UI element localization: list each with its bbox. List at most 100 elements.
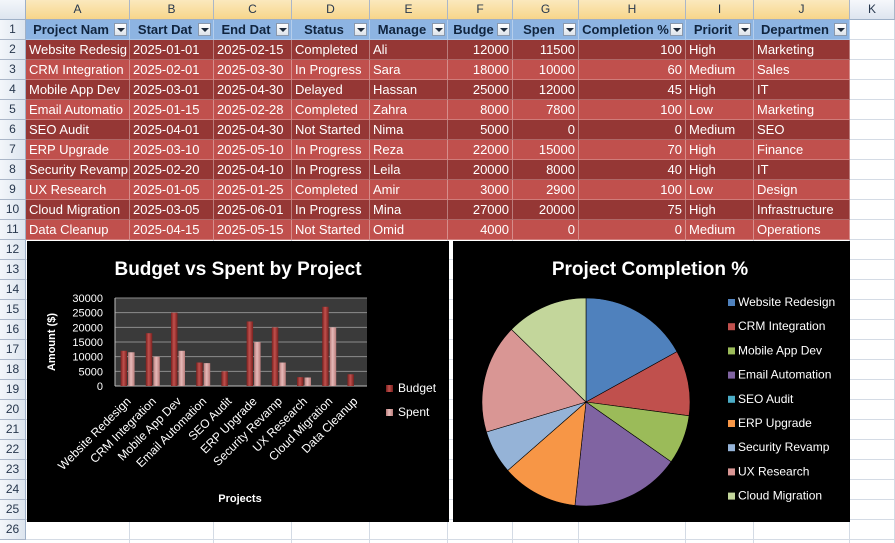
- table-cell[interactable]: 40: [579, 160, 686, 180]
- table-cell[interactable]: Completed: [292, 100, 370, 120]
- column-header-k[interactable]: K: [850, 0, 895, 20]
- table-cell[interactable]: Not Started: [292, 120, 370, 140]
- row-header-18[interactable]: 18: [0, 360, 26, 380]
- table-cell[interactable]: 2025-02-15: [214, 40, 292, 60]
- table-cell[interactable]: Infrastructure: [754, 200, 850, 220]
- table-cell[interactable]: Design: [754, 180, 850, 200]
- row-header-23[interactable]: 23: [0, 460, 26, 480]
- table-cell[interactable]: 0: [513, 220, 579, 240]
- table-cell[interactable]: In Progress: [292, 160, 370, 180]
- table-cell[interactable]: 2025-01-05: [130, 180, 214, 200]
- table-cell[interactable]: 20000: [513, 200, 579, 220]
- table-cell[interactable]: 60: [579, 60, 686, 80]
- table-cell[interactable]: 2025-04-10: [214, 160, 292, 180]
- row-header-6[interactable]: 6: [0, 120, 26, 140]
- table-cell[interactable]: 12000: [513, 80, 579, 100]
- table-cell[interactable]: 15000: [513, 140, 579, 160]
- column-header-a[interactable]: A: [26, 0, 130, 20]
- row-header-14[interactable]: 14: [0, 280, 26, 300]
- table-cell[interactable]: Medium: [686, 220, 754, 240]
- table-header-cell[interactable]: Project Nam: [26, 20, 130, 40]
- row-header-4[interactable]: 4: [0, 80, 26, 100]
- table-cell[interactable]: Email Automatio: [26, 100, 130, 120]
- column-header-e[interactable]: E: [370, 0, 448, 20]
- row-header-15[interactable]: 15: [0, 300, 26, 320]
- table-cell[interactable]: 2025-06-01: [214, 200, 292, 220]
- table-cell[interactable]: 8000: [513, 160, 579, 180]
- column-header-f[interactable]: F: [448, 0, 513, 20]
- table-cell[interactable]: Mobile App Dev: [26, 80, 130, 100]
- table-cell[interactable]: 2025-05-15: [214, 220, 292, 240]
- filter-dropdown-icon[interactable]: [834, 23, 847, 36]
- table-cell[interactable]: 8000: [448, 100, 513, 120]
- table-cell[interactable]: 2025-01-25: [214, 180, 292, 200]
- table-cell[interactable]: In Progress: [292, 200, 370, 220]
- table-cell[interactable]: 7800: [513, 100, 579, 120]
- table-header-cell[interactable]: Priorit: [686, 20, 754, 40]
- table-cell[interactable]: 20000: [448, 160, 513, 180]
- table-header-cell[interactable]: Manage: [370, 20, 448, 40]
- table-cell[interactable]: 25000: [448, 80, 513, 100]
- table-cell[interactable]: Marketing: [754, 100, 850, 120]
- table-cell[interactable]: 2025-04-30: [214, 120, 292, 140]
- row-header-5[interactable]: 5: [0, 100, 26, 120]
- table-header-cell[interactable]: Start Dat: [130, 20, 214, 40]
- table-cell[interactable]: 2025-03-01: [130, 80, 214, 100]
- filter-dropdown-icon[interactable]: [497, 23, 510, 36]
- table-cell[interactable]: Ali: [370, 40, 448, 60]
- filter-dropdown-icon[interactable]: [276, 23, 289, 36]
- table-cell[interactable]: 100: [579, 180, 686, 200]
- table-cell[interactable]: 2025-04-30: [214, 80, 292, 100]
- table-cell[interactable]: 27000: [448, 200, 513, 220]
- table-cell[interactable]: 2025-02-28: [214, 100, 292, 120]
- column-header-g[interactable]: G: [513, 0, 579, 20]
- table-cell[interactable]: Completed: [292, 40, 370, 60]
- filter-dropdown-icon[interactable]: [354, 23, 367, 36]
- pie-chart[interactable]: Project Completion % Website Redesign CRM …: [453, 241, 850, 522]
- table-cell[interactable]: High: [686, 200, 754, 220]
- table-cell[interactable]: Omid: [370, 220, 448, 240]
- table-cell[interactable]: 75: [579, 200, 686, 220]
- table-cell[interactable]: 0: [579, 120, 686, 140]
- row-header-17[interactable]: 17: [0, 340, 26, 360]
- table-cell[interactable]: Amir: [370, 180, 448, 200]
- table-cell[interactable]: Operations: [754, 220, 850, 240]
- row-header-1[interactable]: 1: [0, 20, 26, 40]
- table-header-cell[interactable]: Completion %: [579, 20, 686, 40]
- row-header-11[interactable]: 11: [0, 220, 26, 240]
- table-cell[interactable]: Nima: [370, 120, 448, 140]
- table-cell[interactable]: IT: [754, 80, 850, 100]
- column-header-d[interactable]: D: [292, 0, 370, 20]
- filter-dropdown-icon[interactable]: [738, 23, 751, 36]
- row-header-20[interactable]: 20: [0, 400, 26, 420]
- table-cell[interactable]: Finance: [754, 140, 850, 160]
- table-cell[interactable]: Medium: [686, 60, 754, 80]
- filter-dropdown-icon[interactable]: [114, 23, 127, 36]
- table-cell[interactable]: 0: [579, 220, 686, 240]
- table-header-cell[interactable]: Status: [292, 20, 370, 40]
- table-cell[interactable]: 70: [579, 140, 686, 160]
- table-cell[interactable]: Completed: [292, 180, 370, 200]
- table-cell[interactable]: 18000: [448, 60, 513, 80]
- row-header-22[interactable]: 22: [0, 440, 26, 460]
- table-cell[interactable]: Not Started: [292, 220, 370, 240]
- filter-dropdown-icon[interactable]: [563, 23, 576, 36]
- table-cell[interactable]: 2025-01-01: [130, 40, 214, 60]
- table-cell[interactable]: 10000: [513, 60, 579, 80]
- table-cell[interactable]: 12000: [448, 40, 513, 60]
- row-header-12[interactable]: 12: [0, 240, 26, 260]
- table-header-cell[interactable]: Budge: [448, 20, 513, 40]
- table-cell[interactable]: High: [686, 40, 754, 60]
- table-cell[interactable]: 3000: [448, 180, 513, 200]
- table-cell[interactable]: 22000: [448, 140, 513, 160]
- table-cell[interactable]: 100: [579, 40, 686, 60]
- select-all-corner[interactable]: [0, 0, 26, 20]
- table-header-cell[interactable]: End Dat: [214, 20, 292, 40]
- table-cell[interactable]: Zahra: [370, 100, 448, 120]
- table-cell[interactable]: CRM Integration: [26, 60, 130, 80]
- column-header-h[interactable]: H: [579, 0, 686, 20]
- column-header-b[interactable]: B: [130, 0, 214, 20]
- table-cell[interactable]: High: [686, 80, 754, 100]
- table-cell[interactable]: 45: [579, 80, 686, 100]
- table-cell[interactable]: 0: [513, 120, 579, 140]
